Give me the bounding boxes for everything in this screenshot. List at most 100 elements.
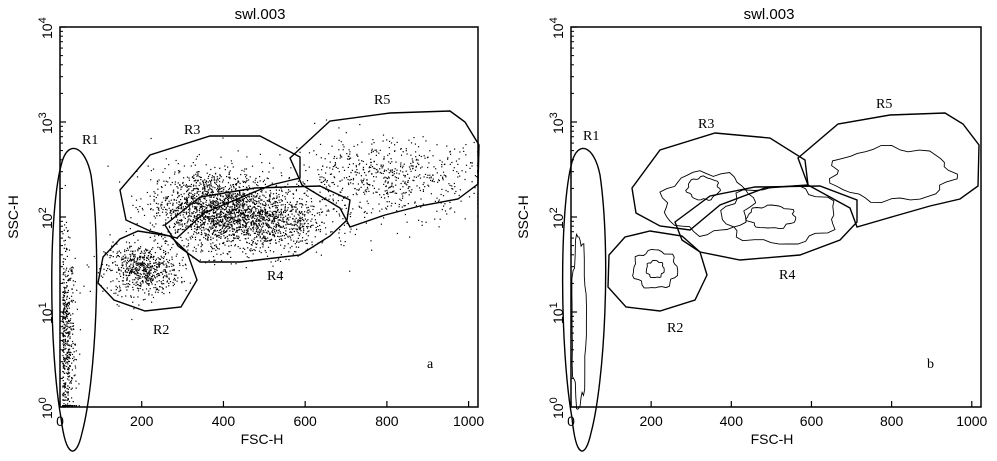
- data-point: [67, 280, 70, 282]
- data-point: [195, 231, 197, 233]
- data-point: [254, 192, 257, 194]
- data-point: [207, 239, 209, 241]
- data-point: [74, 343, 76, 345]
- data-point: [364, 172, 366, 174]
- data-point: [289, 237, 292, 239]
- contour-line: [659, 170, 757, 237]
- data-point: [432, 174, 434, 176]
- data-point: [404, 205, 406, 207]
- data-point: [401, 206, 403, 208]
- data-point: [160, 186, 163, 188]
- data-point: [177, 277, 179, 279]
- data-point: [152, 279, 154, 281]
- data-point: [117, 267, 120, 269]
- data-point: [129, 247, 131, 249]
- data-point: [69, 326, 71, 328]
- data-point: [127, 269, 130, 272]
- data-point: [231, 226, 233, 228]
- data-point: [267, 224, 270, 226]
- data-point: [173, 226, 175, 228]
- data-point: [228, 216, 230, 219]
- data-point: [124, 269, 126, 272]
- data-point: [268, 199, 270, 201]
- data-point: [206, 212, 208, 214]
- data-point: [164, 168, 166, 170]
- data-point: [454, 192, 456, 195]
- data-point: [215, 200, 217, 202]
- data-point: [326, 180, 328, 182]
- data-point: [211, 190, 214, 192]
- data-point: [178, 172, 180, 174]
- data-point: [303, 220, 305, 222]
- data-point: [243, 197, 245, 200]
- data-point: [246, 201, 248, 203]
- data-point: [175, 207, 177, 209]
- data-point: [410, 170, 412, 172]
- data-point: [342, 144, 344, 146]
- data-point: [256, 235, 258, 237]
- data-point: [190, 186, 192, 188]
- data-point: [243, 204, 245, 206]
- data-point: [368, 190, 370, 192]
- data-point: [136, 223, 138, 225]
- data-point: [375, 154, 377, 156]
- data-point: [127, 283, 129, 285]
- data-point: [150, 256, 152, 259]
- data-point: [205, 181, 208, 183]
- data-point: [143, 257, 145, 259]
- data-point: [210, 196, 212, 198]
- data-point: [240, 200, 242, 202]
- data-point: [132, 263, 134, 265]
- data-point: [209, 180, 211, 182]
- data-point: [214, 206, 216, 208]
- data-point: [235, 220, 237, 222]
- data-point: [227, 182, 230, 184]
- data-point: [237, 150, 239, 152]
- data-point: [254, 242, 256, 244]
- data-point: [191, 212, 193, 214]
- data-point: [221, 233, 223, 235]
- data-point: [429, 150, 431, 152]
- data-point: [137, 290, 140, 292]
- data-point: [247, 234, 250, 236]
- data-point: [252, 214, 255, 216]
- data-point: [302, 204, 304, 206]
- data-point: [215, 211, 217, 214]
- data-point: [278, 193, 280, 196]
- data-point: [225, 218, 227, 220]
- data-point: [269, 198, 271, 200]
- data-point: [237, 246, 239, 248]
- data-point: [220, 221, 223, 223]
- data-point: [178, 219, 181, 221]
- data-point: [239, 225, 241, 227]
- data-point: [396, 141, 398, 143]
- data-point: [62, 312, 64, 314]
- data-point: [71, 329, 73, 331]
- x-tick-label: 200: [639, 413, 663, 429]
- data-point: [164, 184, 166, 186]
- data-point: [321, 181, 323, 184]
- data-point: [135, 199, 138, 201]
- data-point: [470, 162, 472, 164]
- data-point: [198, 176, 200, 178]
- data-point: [64, 367, 66, 369]
- data-point: [155, 269, 157, 271]
- data-point: [445, 175, 447, 177]
- data-point: [68, 313, 70, 315]
- data-point: [220, 176, 222, 178]
- data-point: [276, 195, 278, 197]
- data-point: [234, 205, 236, 207]
- data-point: [109, 234, 111, 236]
- data-point: [280, 232, 282, 234]
- data-point: [64, 339, 66, 341]
- data-point: [254, 237, 256, 239]
- data-point: [241, 169, 243, 171]
- gate-label-R1: R1: [583, 129, 599, 144]
- data-point: [444, 203, 446, 205]
- data-point: [240, 226, 242, 228]
- data-point: [62, 332, 64, 334]
- data-point: [224, 237, 226, 239]
- data-point: [165, 266, 167, 268]
- data-point: [177, 170, 180, 172]
- data-point: [388, 201, 390, 203]
